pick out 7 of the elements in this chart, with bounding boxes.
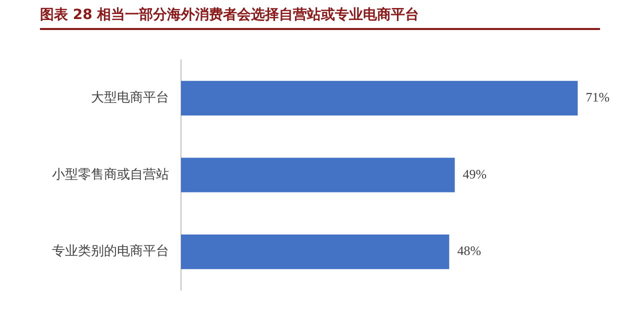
- chart-title: 图表 28 相当一部分海外消费者会选择自营站或专业电商平台: [40, 6, 600, 30]
- data-label: 48%: [457, 243, 482, 258]
- data-label: 49%: [462, 166, 487, 182]
- y-tick-label: 大型电商平台: [91, 90, 169, 105]
- y-tick-label: 专业类别的电商平台: [52, 243, 169, 258]
- y-tick-label: 小型零售商或自营站: [52, 166, 169, 182]
- data-label: 71%: [586, 90, 610, 105]
